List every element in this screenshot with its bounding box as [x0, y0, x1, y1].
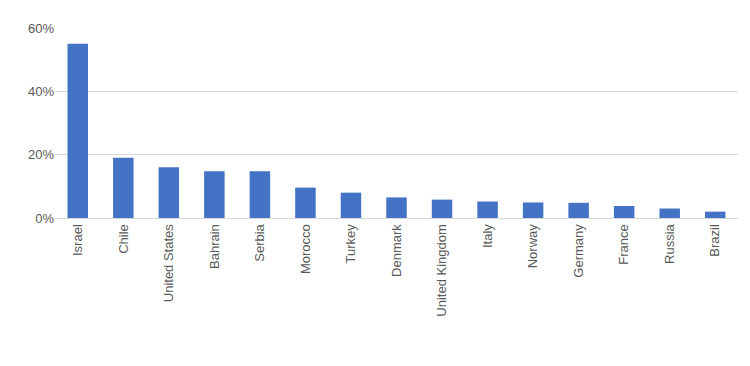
svg-text:0%: 0% [35, 211, 54, 226]
svg-text:Italy: Italy [480, 224, 495, 248]
svg-text:United States: United States [161, 224, 176, 303]
svg-text:Morocco: Morocco [298, 224, 313, 274]
svg-text:Russia: Russia [662, 223, 677, 264]
svg-text:United Kingdom: United Kingdom [434, 224, 449, 317]
svg-text:60%: 60% [28, 21, 54, 36]
svg-text:20%: 20% [28, 147, 54, 162]
svg-text:Turkey: Turkey [343, 224, 358, 264]
svg-text:Chile: Chile [116, 224, 131, 254]
svg-text:Germany: Germany [571, 224, 586, 278]
svg-text:Brazil: Brazil [707, 224, 722, 257]
svg-text:Norway: Norway [525, 224, 540, 269]
svg-text:40%: 40% [28, 84, 54, 99]
svg-text:Bahrain: Bahrain [207, 224, 222, 269]
svg-text:Serbia: Serbia [252, 223, 267, 261]
svg-text:France: France [616, 224, 631, 264]
svg-text:Israel: Israel [70, 224, 85, 256]
svg-text:Denmark: Denmark [389, 224, 404, 277]
